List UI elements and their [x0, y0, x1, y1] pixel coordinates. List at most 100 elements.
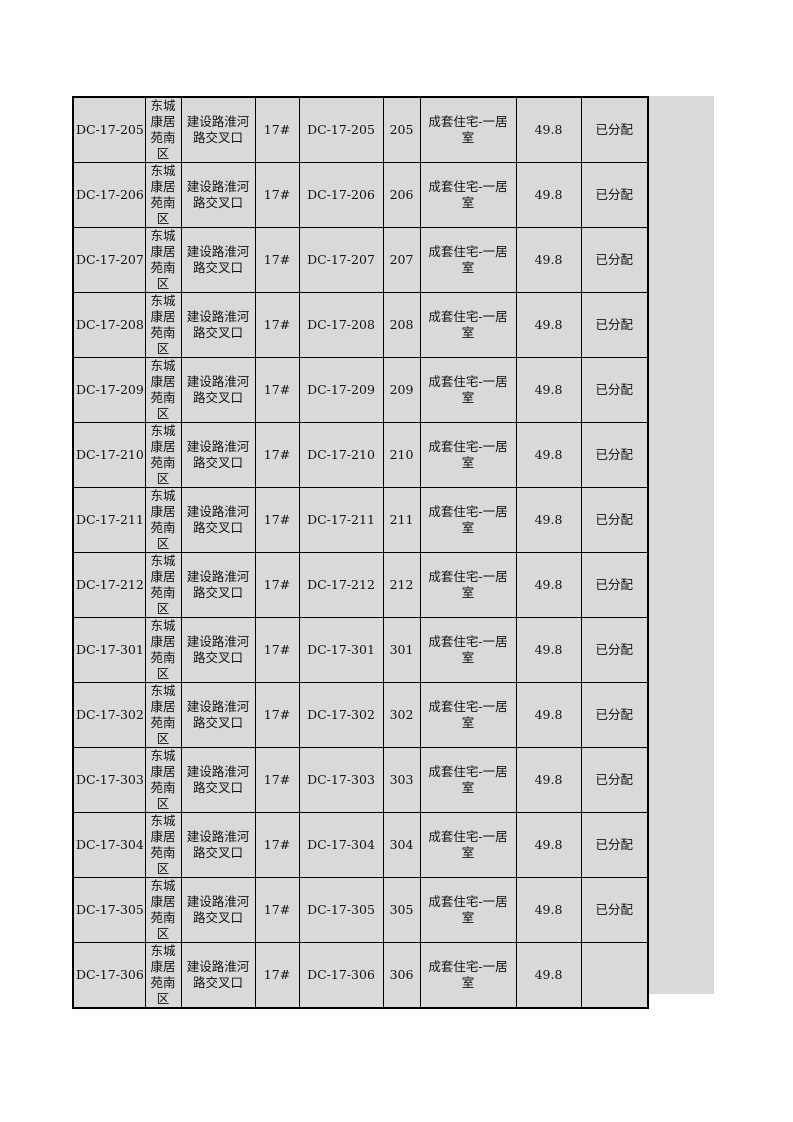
- cell-status: 已分配: [580, 617, 649, 683]
- cell-area: 49.8: [515, 812, 582, 878]
- table-row: DC-17-210 东城康居苑南区 建设路淮河路交叉口 17# DC-17-210 210…: [72, 422, 649, 488]
- cell-community: 东城康居苑南区: [144, 747, 182, 813]
- cell-house-code: DC-17-303: [298, 747, 384, 813]
- cell-house-code: DC-17-211: [298, 487, 384, 553]
- cell-house-code: DC-17-210: [298, 422, 384, 488]
- cell-building: 17#: [254, 227, 300, 293]
- table-row: DC-17-208 东城康居苑南区 建设路淮河路交叉口 17# DC-17-208 208…: [72, 292, 649, 358]
- cell-unit-code: DC-17-303: [72, 747, 146, 813]
- cell-house-code: DC-17-207: [298, 227, 384, 293]
- cell-building: 17#: [254, 877, 300, 943]
- cell-address: 建设路淮河路交叉口: [180, 812, 256, 878]
- cell-status: 已分配: [580, 812, 649, 878]
- cell-address: 建设路淮河路交叉口: [180, 682, 256, 748]
- cell-room-number: 301: [382, 617, 421, 683]
- cell-status: 已分配: [580, 682, 649, 748]
- cell-status: 已分配: [580, 552, 649, 618]
- cell-area: 49.8: [515, 877, 582, 943]
- table-row: DC-17-206 东城康居苑南区 建设路淮河路交叉口 17# DC-17-206 206…: [72, 162, 649, 228]
- cell-unit-code: DC-17-210: [72, 422, 146, 488]
- cell-status: [580, 942, 649, 1009]
- cell-house-code: DC-17-212: [298, 552, 384, 618]
- cell-community: 东城康居苑南区: [144, 812, 182, 878]
- table-row: DC-17-207 东城康居苑南区 建设路淮河路交叉口 17# DC-17-207 207…: [72, 227, 649, 293]
- cell-community: 东城康居苑南区: [144, 227, 182, 293]
- cell-community: 东城康居苑南区: [144, 162, 182, 228]
- cell-area: 49.8: [515, 747, 582, 813]
- cell-house-type: 成套住宅-一居室: [419, 422, 517, 488]
- cell-building: 17#: [254, 617, 300, 683]
- cell-address: 建设路淮河路交叉口: [180, 617, 256, 683]
- cell-area: 49.8: [515, 942, 582, 1009]
- cell-room-number: 212: [382, 552, 421, 618]
- cell-room-number: 306: [382, 942, 421, 1009]
- cell-room-number: 305: [382, 877, 421, 943]
- cell-area: 49.8: [515, 682, 582, 748]
- cell-status: 已分配: [580, 292, 649, 358]
- cell-building: 17#: [254, 162, 300, 228]
- cell-building: 17#: [254, 942, 300, 1009]
- cell-address: 建设路淮河路交叉口: [180, 292, 256, 358]
- cell-house-type: 成套住宅-一居室: [419, 487, 517, 553]
- cell-house-type: 成套住宅-一居室: [419, 877, 517, 943]
- table-row: DC-17-211 东城康居苑南区 建设路淮河路交叉口 17# DC-17-211 211…: [72, 487, 649, 553]
- cell-address: 建设路淮河路交叉口: [180, 487, 256, 553]
- cell-room-number: 302: [382, 682, 421, 748]
- cell-area: 49.8: [515, 227, 582, 293]
- cell-area: 49.8: [515, 292, 582, 358]
- cell-community: 东城康居苑南区: [144, 617, 182, 683]
- cell-building: 17#: [254, 96, 300, 163]
- cell-status: 已分配: [580, 357, 649, 423]
- table-row: DC-17-205 东城康居苑南区 建设路淮河路交叉口 17# DC-17-205 205…: [72, 96, 649, 163]
- cell-house-type: 成套住宅-一居室: [419, 292, 517, 358]
- cell-house-code: DC-17-304: [298, 812, 384, 878]
- cell-house-type: 成套住宅-一居室: [419, 747, 517, 813]
- cell-house-code: DC-17-301: [298, 617, 384, 683]
- table-row: DC-17-305 东城康居苑南区 建设路淮河路交叉口 17# DC-17-305 305…: [72, 877, 649, 943]
- cell-unit-code: DC-17-206: [72, 162, 146, 228]
- cell-building: 17#: [254, 422, 300, 488]
- cell-community: 东城康居苑南区: [144, 292, 182, 358]
- cell-house-type: 成套住宅-一居室: [419, 227, 517, 293]
- cell-room-number: 210: [382, 422, 421, 488]
- cell-community: 东城康居苑南区: [144, 96, 182, 163]
- cell-house-code: DC-17-209: [298, 357, 384, 423]
- cell-house-code: DC-17-302: [298, 682, 384, 748]
- cell-address: 建设路淮河路交叉口: [180, 96, 256, 163]
- cell-room-number: 209: [382, 357, 421, 423]
- table-row: DC-17-209 东城康居苑南区 建设路淮河路交叉口 17# DC-17-209 209…: [72, 357, 649, 423]
- cell-community: 东城康居苑南区: [144, 422, 182, 488]
- cell-building: 17#: [254, 357, 300, 423]
- cell-house-type: 成套住宅-一居室: [419, 552, 517, 618]
- cell-address: 建设路淮河路交叉口: [180, 877, 256, 943]
- cell-address: 建设路淮河路交叉口: [180, 227, 256, 293]
- cell-unit-code: DC-17-304: [72, 812, 146, 878]
- table-row: DC-17-304 东城康居苑南区 建设路淮河路交叉口 17# DC-17-304 304…: [72, 812, 649, 878]
- cell-area: 49.8: [515, 357, 582, 423]
- cell-unit-code: DC-17-301: [72, 617, 146, 683]
- cell-area: 49.8: [515, 96, 582, 163]
- cell-status: 已分配: [580, 96, 649, 163]
- cell-room-number: 208: [382, 292, 421, 358]
- cell-area: 49.8: [515, 617, 582, 683]
- sheet-margin-area: [647, 96, 714, 994]
- cell-house-type: 成套住宅-一居室: [419, 617, 517, 683]
- cell-house-type: 成套住宅-一居室: [419, 357, 517, 423]
- cell-community: 东城康居苑南区: [144, 682, 182, 748]
- cell-house-type: 成套住宅-一居室: [419, 942, 517, 1009]
- cell-address: 建设路淮河路交叉口: [180, 942, 256, 1009]
- table-row: DC-17-212 东城康居苑南区 建设路淮河路交叉口 17# DC-17-212 212…: [72, 552, 649, 618]
- cell-house-code: DC-17-305: [298, 877, 384, 943]
- cell-room-number: 207: [382, 227, 421, 293]
- cell-building: 17#: [254, 487, 300, 553]
- cell-address: 建设路淮河路交叉口: [180, 552, 256, 618]
- cell-status: 已分配: [580, 747, 649, 813]
- cell-room-number: 211: [382, 487, 421, 553]
- cell-building: 17#: [254, 552, 300, 618]
- cell-community: 东城康居苑南区: [144, 942, 182, 1009]
- cell-house-type: 成套住宅-一居室: [419, 162, 517, 228]
- cell-address: 建设路淮河路交叉口: [180, 747, 256, 813]
- table-row: DC-17-303 东城康居苑南区 建设路淮河路交叉口 17# DC-17-303 303…: [72, 747, 649, 813]
- cell-house-type: 成套住宅-一居室: [419, 96, 517, 163]
- table-body: DC-17-205 东城康居苑南区 建设路淮河路交叉口 17# DC-17-205 205…: [72, 96, 649, 1009]
